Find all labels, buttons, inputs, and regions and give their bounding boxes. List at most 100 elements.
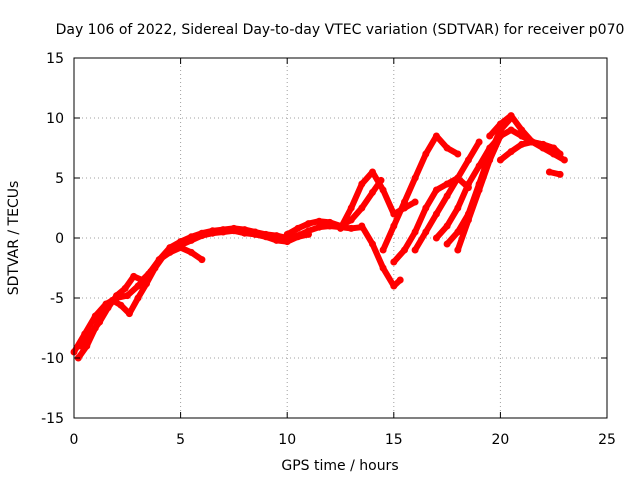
data-point — [422, 150, 430, 158]
data-point — [556, 170, 564, 178]
data-point — [475, 138, 483, 146]
data-point — [390, 282, 398, 290]
data-point — [369, 188, 376, 196]
data-point — [411, 246, 419, 254]
data-point — [209, 229, 217, 237]
chart-title: Day 106 of 2022, Sidereal Day-to-day VTE… — [56, 22, 625, 38]
x-tick-label: 25 — [598, 432, 616, 448]
data-point — [369, 240, 376, 248]
x-tick-label: 20 — [491, 432, 509, 448]
data-point — [464, 180, 472, 188]
data-point — [443, 144, 451, 152]
data-point — [454, 228, 462, 236]
data-point — [528, 138, 536, 146]
data-point — [560, 156, 568, 164]
x-tick-label: 5 — [176, 432, 185, 448]
data-point — [147, 268, 155, 276]
data-point — [294, 224, 302, 232]
data-point — [262, 233, 270, 241]
data-point — [475, 162, 483, 170]
data-point — [96, 318, 104, 326]
data-point — [496, 120, 504, 128]
data-point — [486, 156, 494, 164]
data-point — [369, 168, 376, 176]
data-point — [379, 186, 387, 194]
x-axis-label: GPS time / hours — [281, 458, 398, 474]
data-point — [454, 150, 462, 158]
data-point — [198, 232, 206, 240]
y-tick-label: 0 — [55, 231, 64, 247]
data-point — [432, 210, 440, 218]
data-point — [273, 236, 280, 244]
data-point — [486, 132, 494, 140]
data-point — [187, 248, 195, 256]
data-point — [187, 236, 195, 244]
data-point — [123, 292, 131, 300]
x-tick-label: 15 — [385, 432, 403, 448]
data-point — [294, 233, 302, 241]
data-point — [507, 112, 515, 120]
data-point — [326, 218, 334, 226]
data-point — [390, 258, 398, 266]
data-point — [475, 186, 483, 194]
data-point — [315, 217, 323, 225]
data-point — [464, 216, 472, 224]
data-point — [432, 234, 440, 242]
data-point — [443, 180, 451, 188]
series-track-d — [284, 177, 384, 238]
x-tick-label: 0 — [70, 432, 79, 448]
data-point — [121, 284, 129, 292]
y-tick-label: -5 — [50, 291, 64, 307]
data-point — [556, 150, 564, 158]
x-tick-label: 10 — [278, 432, 296, 448]
data-point — [464, 156, 472, 164]
y-tick-label: -10 — [41, 351, 64, 367]
data-point — [347, 224, 355, 232]
data-point — [251, 230, 259, 238]
y-axis-label: SDTVAR / TECUs — [6, 181, 22, 296]
data-point — [241, 229, 249, 237]
data-point — [432, 186, 440, 194]
data-point — [138, 276, 146, 284]
data-point — [347, 204, 355, 212]
data-point — [507, 126, 515, 134]
data-point — [411, 174, 419, 182]
data-point — [305, 230, 312, 238]
data-point — [315, 223, 323, 231]
data-point — [155, 256, 163, 264]
data-point — [230, 227, 238, 235]
data-point — [134, 282, 142, 290]
grid — [74, 58, 607, 418]
data-point — [166, 248, 174, 256]
data-point — [379, 246, 387, 254]
y-tick-label: 10 — [46, 111, 64, 127]
data-point — [539, 140, 547, 148]
data-point — [125, 310, 133, 318]
data-point — [117, 301, 125, 309]
data-point — [422, 228, 430, 236]
data-point — [401, 198, 408, 206]
data-point — [518, 126, 526, 134]
data-point — [518, 140, 526, 148]
data-point — [401, 246, 408, 254]
data-point — [358, 222, 366, 230]
data-point — [337, 224, 344, 232]
data-point — [443, 192, 451, 200]
data-point — [219, 228, 227, 236]
data-point — [496, 156, 504, 164]
data-point — [422, 204, 430, 212]
data-point — [454, 246, 462, 254]
data-point — [390, 222, 398, 230]
data-point — [347, 216, 355, 224]
data-point — [358, 204, 366, 212]
data-point — [134, 294, 142, 302]
data-point — [85, 332, 93, 340]
data-point — [283, 230, 291, 238]
data-point — [76, 342, 84, 350]
data-point — [198, 256, 206, 264]
data-point — [454, 204, 462, 212]
data-point — [545, 168, 553, 176]
data-point — [443, 240, 451, 248]
